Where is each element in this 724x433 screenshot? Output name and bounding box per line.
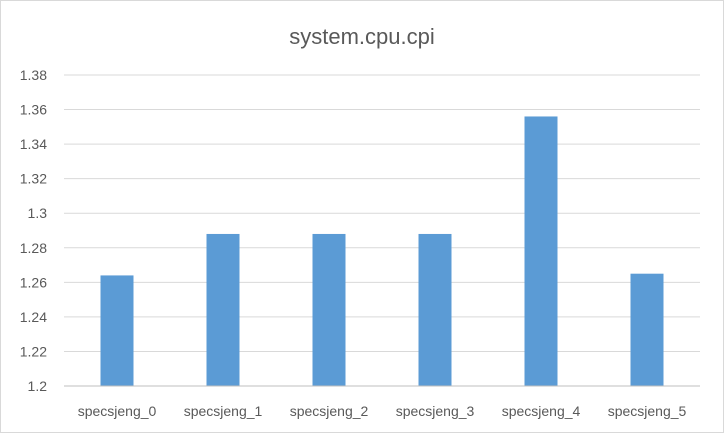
bar-specsjeng_4 — [524, 116, 558, 386]
x-axis-tick-labels: specsjeng_0 specsjeng_1 specsjeng_2 specsje… — [78, 403, 687, 419]
y-tick-label: 1.26 — [20, 274, 47, 290]
x-tick-label: specsjeng_5 — [608, 403, 687, 419]
x-tick-label: specsjeng_3 — [396, 403, 475, 419]
bar-specsjeng_1 — [206, 233, 240, 386]
chart-title: system.cpu.cpi — [289, 24, 435, 49]
y-tick-label: 1.28 — [20, 240, 47, 256]
y-tick-label: 1.36 — [20, 102, 47, 118]
y-tick-label: 1.32 — [20, 171, 47, 187]
x-tick-label: specsjeng_4 — [502, 403, 581, 419]
y-axis-tick-labels: 1.2 1.22 1.24 1.26 1.28 1.3 1.32 1.34 1.36 1.38 — [20, 67, 47, 394]
x-tick-label: specsjeng_0 — [78, 403, 157, 419]
bar-specsjeng_3 — [418, 233, 452, 386]
bar-specsjeng_0 — [100, 275, 134, 386]
y-tick-label: 1.24 — [20, 309, 47, 325]
bars — [100, 116, 664, 386]
gridlines — [64, 74, 700, 352]
bar-specsjeng_5 — [630, 273, 664, 386]
y-tick-label: 1.3 — [28, 205, 48, 221]
y-tick-label: 1.22 — [20, 343, 47, 359]
bar-specsjeng_2 — [312, 233, 346, 386]
y-tick-label: 1.2 — [28, 378, 48, 394]
y-tick-label: 1.38 — [20, 67, 47, 83]
x-tick-label: specsjeng_2 — [290, 403, 369, 419]
x-tick-label: specsjeng_1 — [184, 403, 263, 419]
y-tick-label: 1.34 — [20, 136, 47, 152]
